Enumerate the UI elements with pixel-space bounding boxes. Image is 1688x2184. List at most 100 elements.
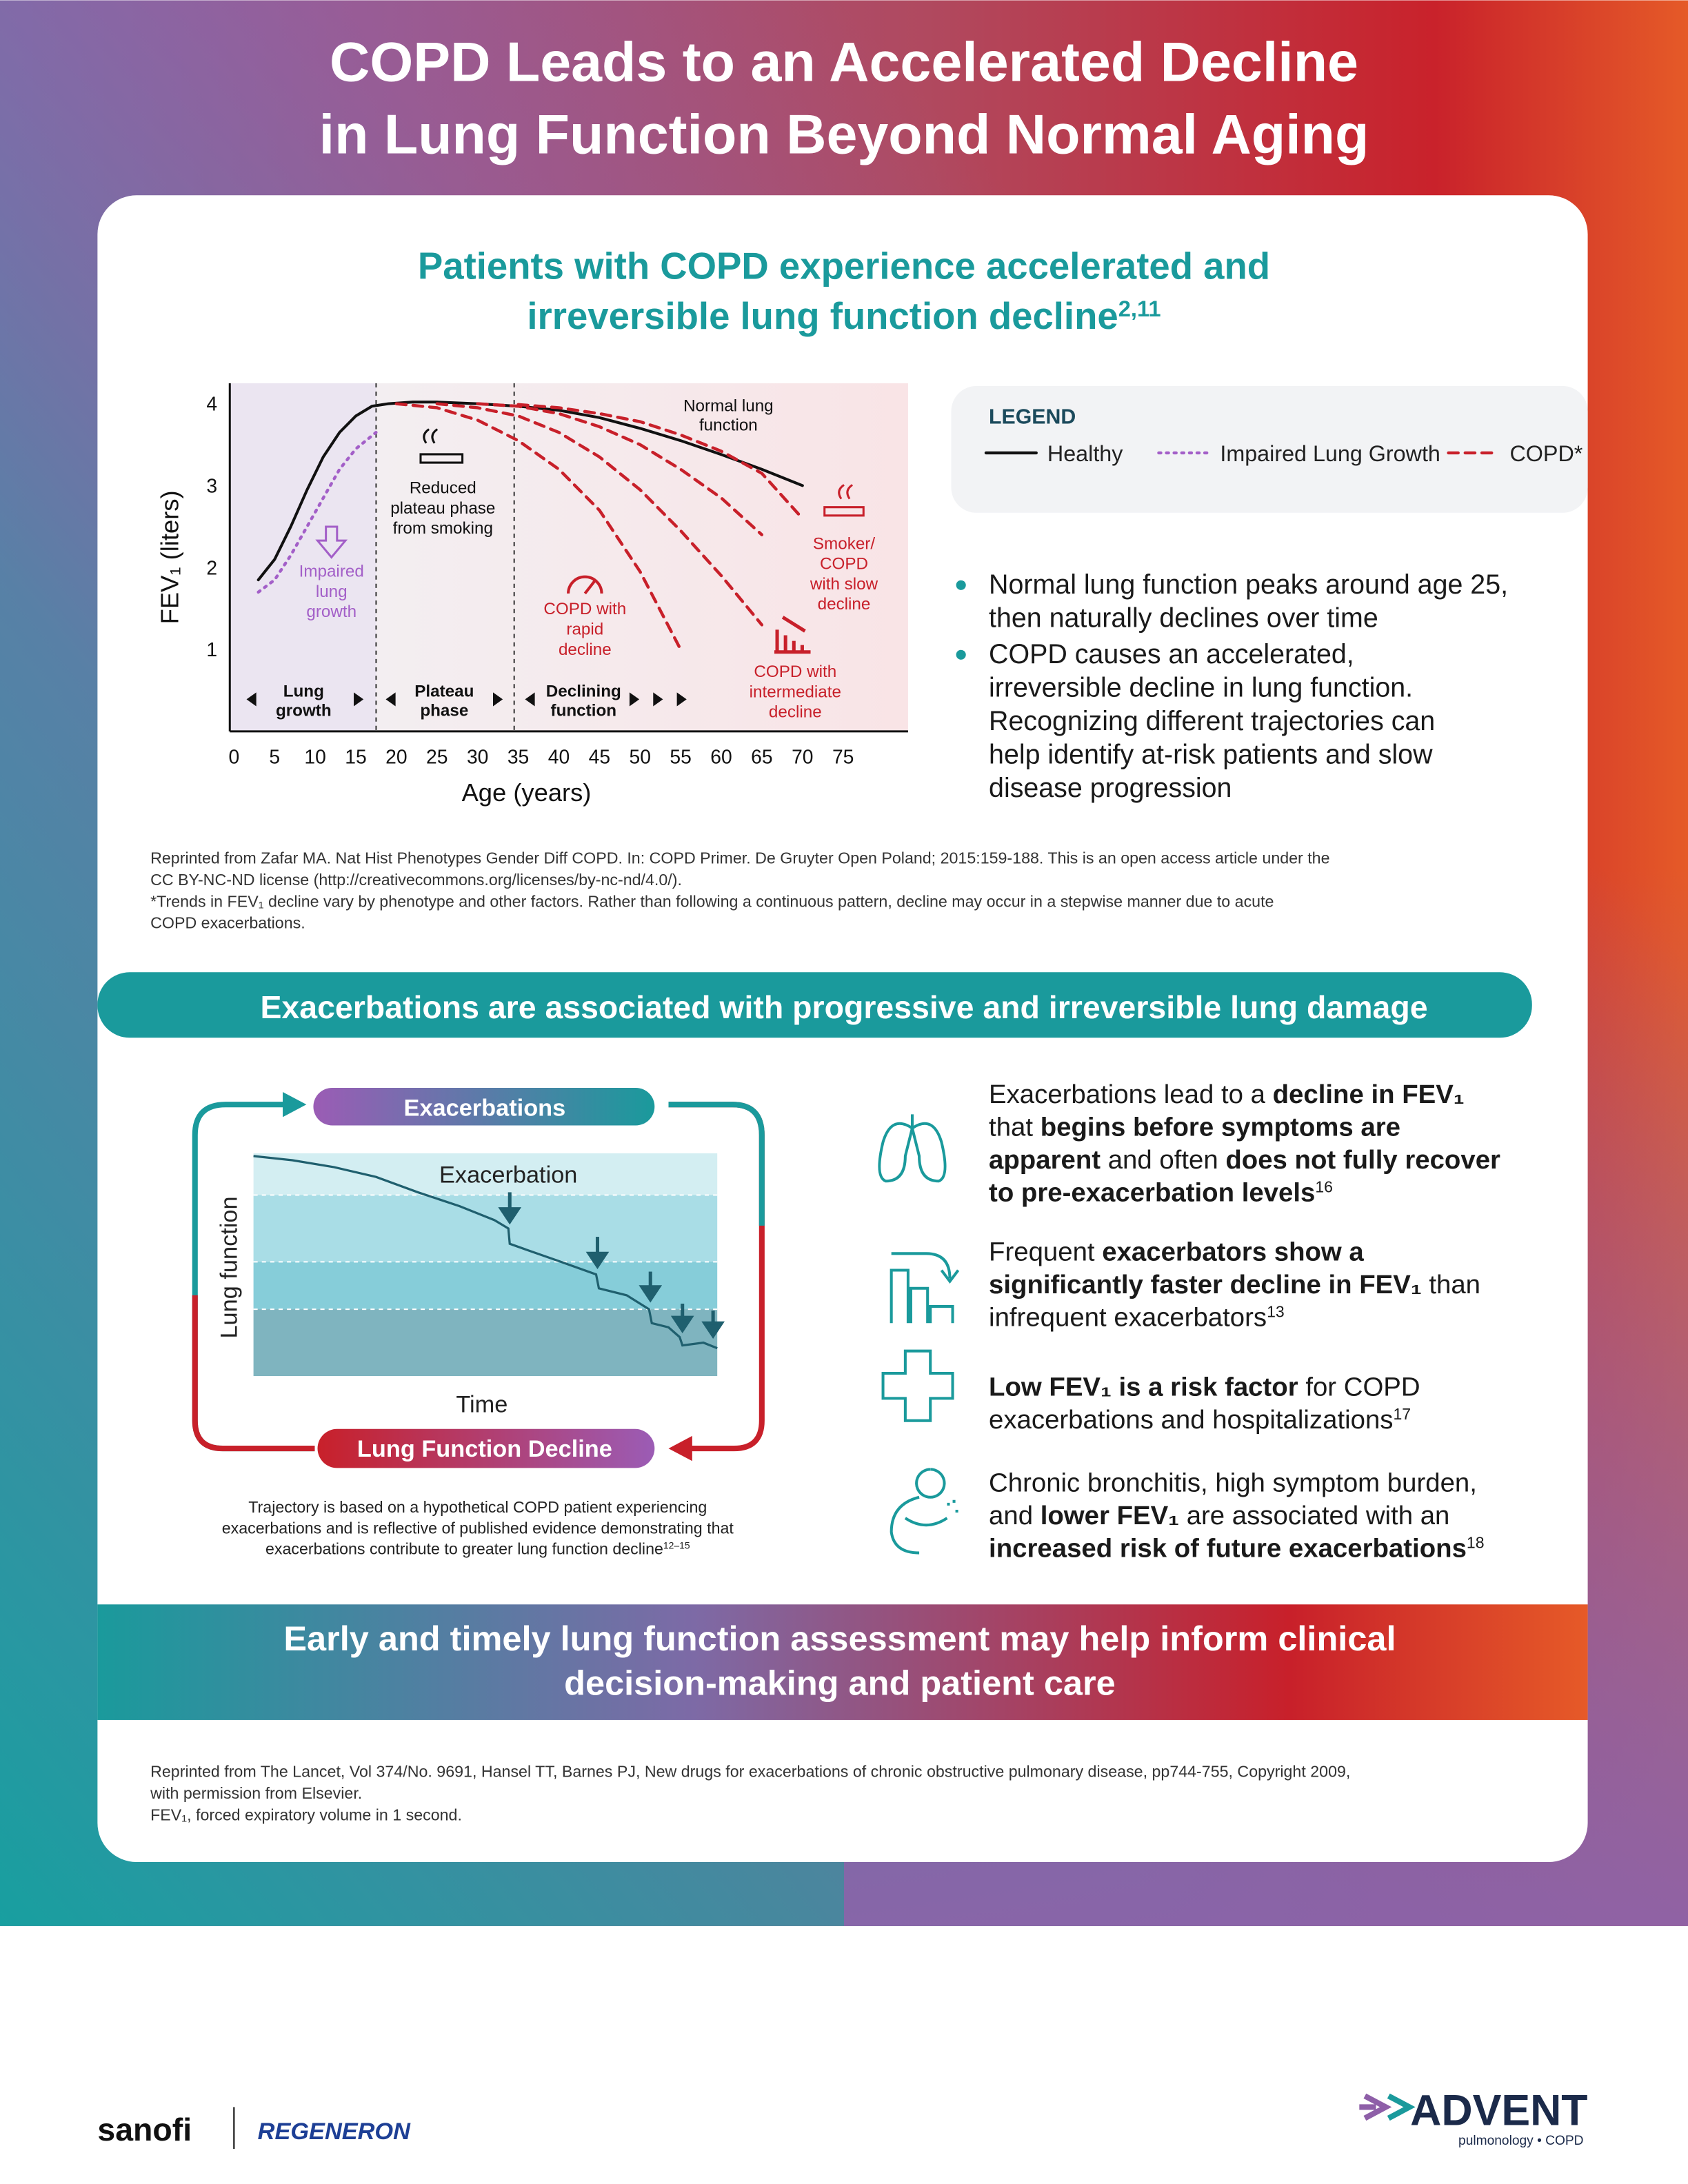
- bullet-text: Low FEV₁ is a risk factor for COPD: [989, 1372, 1420, 1402]
- y-tick-label: 1: [206, 638, 217, 660]
- footnote: Reprinted from Zafar MA. Nat Hist Phenot…: [150, 849, 1329, 867]
- event-label: Exacerbation: [439, 1162, 577, 1188]
- caption: exacerbations and is reflective of publi…: [222, 1519, 734, 1537]
- text-span: Chronic bronchitis, high symptom burden,: [989, 1468, 1477, 1498]
- footnote: FEV₁, forced expiratory volume in 1 seco…: [150, 1806, 462, 1823]
- section-heading: Patients with COPD experience accelerate…: [418, 245, 1270, 287]
- text-span: exacerbations contribute to greater lung…: [265, 1540, 663, 1558]
- text-span: exacerbations and hospitalizations: [989, 1405, 1393, 1435]
- advent-mark: [1359, 2093, 1392, 2121]
- bullet-text: Exacerbations lead to a decline in FEV₁: [989, 1080, 1465, 1109]
- cycle-arrow: [192, 1295, 315, 1452]
- caption: exacerbations contribute to greater lung…: [265, 1540, 690, 1558]
- annotation: function: [699, 416, 758, 435]
- footer-banner-text: Early and timely lung function assessmen…: [283, 1619, 1396, 1658]
- annotation: COPD: [820, 555, 868, 574]
- band: [253, 1195, 718, 1262]
- arrow-head: [283, 1092, 307, 1118]
- bullet-text: irreversible decline in lung function.: [989, 672, 1413, 702]
- phase-label: Plateau: [414, 682, 474, 700]
- icons: [878, 1114, 960, 1555]
- cigarette-icon: [823, 484, 865, 517]
- pill: [313, 1087, 655, 1126]
- annotation: Normal lung: [683, 396, 774, 415]
- text-span: Frequent: [989, 1237, 1102, 1266]
- arrow-head: [668, 1435, 692, 1462]
- phase-label: function: [551, 702, 617, 720]
- bullet-dot: [956, 580, 966, 590]
- annotation: Reduced: [410, 478, 476, 497]
- legend-label: Healthy: [1047, 441, 1123, 466]
- bullet-text: apparent and often does not fully recove…: [989, 1145, 1500, 1175]
- bullet-text: that begins before symptoms are: [989, 1113, 1400, 1142]
- annotation: COPD with: [754, 663, 836, 681]
- footnote: COPD exacerbations.: [150, 914, 305, 932]
- x-tick-label: 10: [304, 745, 325, 767]
- text-span: begins before symptoms are: [1041, 1113, 1400, 1142]
- patient-icon: [890, 1468, 958, 1555]
- annotation: Impaired: [299, 563, 364, 581]
- text-span: Exacerbations lead to a: [989, 1080, 1273, 1109]
- x-tick-label: 70: [792, 745, 813, 767]
- band: [253, 1153, 718, 1195]
- phase-label: Declining: [546, 682, 621, 700]
- text-span: infrequent exacerbators: [989, 1302, 1267, 1332]
- page-title: COPD Leads to an Accelerated Decline: [330, 32, 1358, 94]
- series-line: [257, 401, 804, 582]
- annotation: rapid: [566, 620, 603, 638]
- x-tick-label: 55: [670, 745, 691, 767]
- growth-shade: [230, 383, 376, 731]
- phase-label: growth: [276, 702, 332, 720]
- section-banner: [97, 972, 1532, 1038]
- x-tick-label: 20: [385, 745, 407, 767]
- arrow-icon: [315, 525, 348, 559]
- axis-label: Time: [456, 1392, 508, 1418]
- text-span: significantly faster decline in FEV₁: [989, 1270, 1422, 1300]
- phase-arrow: [676, 692, 687, 707]
- x-tick-label: 75: [832, 745, 854, 767]
- text-span: Low FEV₁ is a risk factor: [989, 1372, 1298, 1402]
- x-tick-label: 35: [508, 745, 529, 767]
- text-span: 18: [1467, 1534, 1485, 1552]
- footer-banner: [97, 1604, 1588, 1720]
- annotation: COPD with: [543, 600, 626, 618]
- footer-banner-text: decision-making and patient care: [564, 1664, 1116, 1703]
- bullet-dot: [956, 649, 966, 660]
- banner-text: Exacerbations are associated with progre…: [260, 989, 1427, 1025]
- logo-tagline: pulmonology • COPD: [1458, 2134, 1583, 2148]
- caption: Trajectory is based on a hypothetical CO…: [248, 1498, 707, 1516]
- text-span: and often: [1101, 1145, 1225, 1175]
- annotation: intermediate: [750, 682, 841, 701]
- text-span: 12–15: [663, 1540, 690, 1551]
- cycle-arrow: [668, 1102, 765, 1226]
- text-span: for COPD: [1298, 1372, 1420, 1402]
- phase-arrow: [493, 692, 503, 707]
- phase-arrow: [629, 692, 640, 707]
- annotation: decline: [559, 640, 612, 659]
- series-line: [394, 402, 805, 651]
- phase-arrow: [385, 692, 396, 707]
- annotation: Smoker/: [813, 534, 875, 553]
- text-span: 17: [1393, 1405, 1411, 1423]
- x-tick-label: 30: [467, 745, 488, 767]
- x-axis-label: Age (years): [462, 778, 592, 807]
- phase-label: phase: [420, 702, 468, 720]
- pill: [317, 1428, 655, 1468]
- text-span: than: [1422, 1270, 1480, 1300]
- x-tick-label: 50: [630, 745, 651, 767]
- bullet-text: to pre-exacerbation levels16: [989, 1178, 1333, 1208]
- footnote: *Trends in FEV₁ decline vary by phenotyp…: [150, 892, 1274, 910]
- bullet-text: COPD causes an accelerated,: [989, 639, 1354, 669]
- phase-arrow: [246, 692, 257, 707]
- bullet-text: significantly faster decline in FEV₁ tha…: [989, 1270, 1480, 1300]
- annotation: from smoking: [393, 519, 493, 538]
- bullet-text: help identify at-risk patients and slow: [989, 739, 1433, 769]
- logo: REGENERON: [258, 2119, 411, 2145]
- x-tick-label: 60: [710, 745, 732, 767]
- axis-label: Lung function: [216, 1196, 242, 1338]
- y-tick-label: 2: [206, 556, 217, 578]
- band: [253, 1309, 718, 1377]
- text-span: Trajectory is based on a hypothetical CO…: [248, 1498, 707, 1516]
- bullet-text: Normal lung function peaks around age 25…: [989, 569, 1508, 600]
